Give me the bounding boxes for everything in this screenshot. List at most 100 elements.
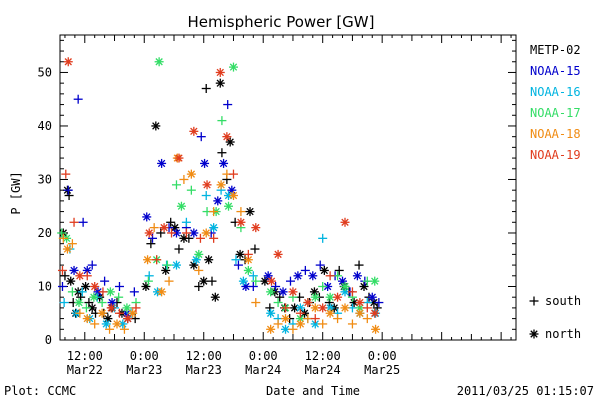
point-noaa-19-north	[215, 67, 225, 77]
point-noaa-18-south	[347, 319, 357, 329]
point-noaa-18-north	[157, 287, 167, 297]
point-noaa-19-south	[82, 271, 92, 281]
point-noaa-19-north	[303, 298, 313, 308]
point-metp-02-south	[265, 303, 275, 313]
point-noaa-15-north	[323, 281, 333, 291]
legend: METP-02 NOAA-15 NOAA-16 NOAA-17 NOAA-18 NOAA-…	[530, 43, 581, 162]
point-noaa-15-north	[69, 265, 79, 275]
point-metp-02-south	[194, 281, 204, 291]
point-noaa-18-south	[362, 314, 372, 324]
point-noaa-15-south	[300, 265, 310, 275]
y-axis: 0 10 20 30 40 50	[38, 39, 516, 347]
legend-marker-south	[529, 296, 539, 306]
x-axis: 12:00Mar220:00Mar2312:00Mar230:00Mar2412…	[64, 35, 512, 377]
point-noaa-17-north	[74, 298, 84, 308]
point-noaa-17-north	[340, 281, 350, 291]
point-noaa-17-south	[114, 292, 124, 302]
point-noaa-17-north	[243, 265, 253, 275]
series-noaa-18	[58, 153, 381, 334]
x-tick-label-date: Mar24	[305, 363, 341, 377]
point-metp-02-south	[217, 148, 227, 158]
point-metp-02-south	[64, 191, 74, 201]
point-noaa-15-south	[100, 276, 110, 286]
marker-legend: south north	[529, 294, 581, 341]
point-noaa-17-south	[186, 185, 196, 195]
point-noaa-18-south	[75, 308, 85, 318]
series-noaa-19	[57, 57, 380, 324]
point-noaa-19-north	[222, 132, 232, 142]
point-noaa-17-south	[81, 303, 91, 313]
point-metp-02-south	[275, 292, 285, 302]
point-noaa-19-north	[63, 57, 73, 67]
point-noaa-15-north	[200, 158, 210, 168]
point-noaa-19-south	[243, 249, 253, 259]
point-metp-02-south	[84, 298, 94, 308]
point-noaa-15-north	[142, 212, 152, 222]
point-noaa-18-south	[149, 223, 159, 233]
point-noaa-18-south	[209, 207, 219, 217]
point-noaa-16-north	[209, 223, 219, 233]
point-noaa-17-south	[143, 276, 153, 286]
point-metp-02-north	[199, 276, 209, 286]
x-tick-label-time: 12:00	[67, 349, 103, 363]
legend-marker-north	[529, 329, 539, 339]
point-noaa-15-south	[87, 260, 97, 270]
point-noaa-15-north	[278, 287, 288, 297]
point-noaa-19-south	[209, 233, 219, 243]
point-noaa-17-south	[171, 180, 181, 190]
point-noaa-16-south	[77, 287, 87, 297]
point-metp-02-south	[174, 244, 184, 254]
point-noaa-19-north	[202, 180, 212, 190]
point-noaa-16-north	[101, 319, 111, 329]
point-noaa-18-south	[273, 319, 283, 329]
chart-title: Hemispheric Power [GW]	[188, 13, 375, 31]
point-noaa-18-south	[164, 276, 174, 286]
point-metp-02-south	[156, 228, 166, 238]
point-noaa-15-north	[157, 158, 167, 168]
point-noaa-18-north	[281, 314, 291, 324]
point-noaa-15-south	[315, 260, 325, 270]
point-noaa-18-south	[67, 239, 77, 249]
legend-marker-label-north: north	[545, 327, 581, 341]
point-metp-02-south	[207, 276, 217, 286]
point-metp-02-north	[210, 292, 220, 302]
point-noaa-17-south	[97, 298, 107, 308]
point-noaa-17-north	[89, 292, 99, 302]
x-tick-label-time: 0:00	[249, 349, 278, 363]
point-noaa-18-south	[58, 233, 68, 243]
point-noaa-15-south	[57, 281, 67, 291]
point-noaa-17-north	[370, 276, 380, 286]
point-noaa-15-south	[248, 281, 258, 291]
point-noaa-19-north	[123, 314, 133, 324]
point-metp-02-north	[81, 281, 91, 291]
point-noaa-19-south	[295, 308, 305, 318]
point-noaa-19-north	[189, 126, 199, 136]
point-noaa-16-south	[318, 233, 328, 243]
point-metp-02-north	[151, 121, 161, 131]
point-noaa-19-south	[61, 169, 71, 179]
point-noaa-17-north	[310, 292, 320, 302]
point-noaa-18-south	[236, 207, 246, 217]
legend-entry-metp-02: METP-02	[530, 43, 581, 57]
point-noaa-16-north	[295, 303, 305, 313]
point-metp-02-south	[201, 84, 211, 94]
point-noaa-15-south	[63, 185, 73, 195]
point-noaa-19-south	[57, 265, 67, 275]
point-noaa-18-north	[295, 319, 305, 329]
point-noaa-19-south	[281, 303, 291, 313]
point-noaa-19-south	[131, 303, 141, 313]
point-noaa-15-south	[148, 233, 158, 243]
legend-entry-noaa-17: NOAA-17	[530, 106, 581, 120]
point-noaa-17-north	[266, 287, 276, 297]
point-noaa-15-south	[374, 298, 384, 308]
legend-marker-label-south: south	[545, 294, 581, 308]
point-metp-02-north	[161, 265, 171, 275]
point-noaa-15-north	[263, 271, 273, 281]
point-noaa-19-north	[318, 303, 328, 313]
footer-plot-credit: Plot: CCMC	[4, 384, 76, 398]
point-metp-02-south	[324, 298, 334, 308]
point-noaa-15-north	[367, 292, 377, 302]
point-noaa-15-south	[78, 217, 88, 227]
point-noaa-17-south	[67, 287, 77, 297]
point-metp-02-north	[66, 276, 76, 286]
